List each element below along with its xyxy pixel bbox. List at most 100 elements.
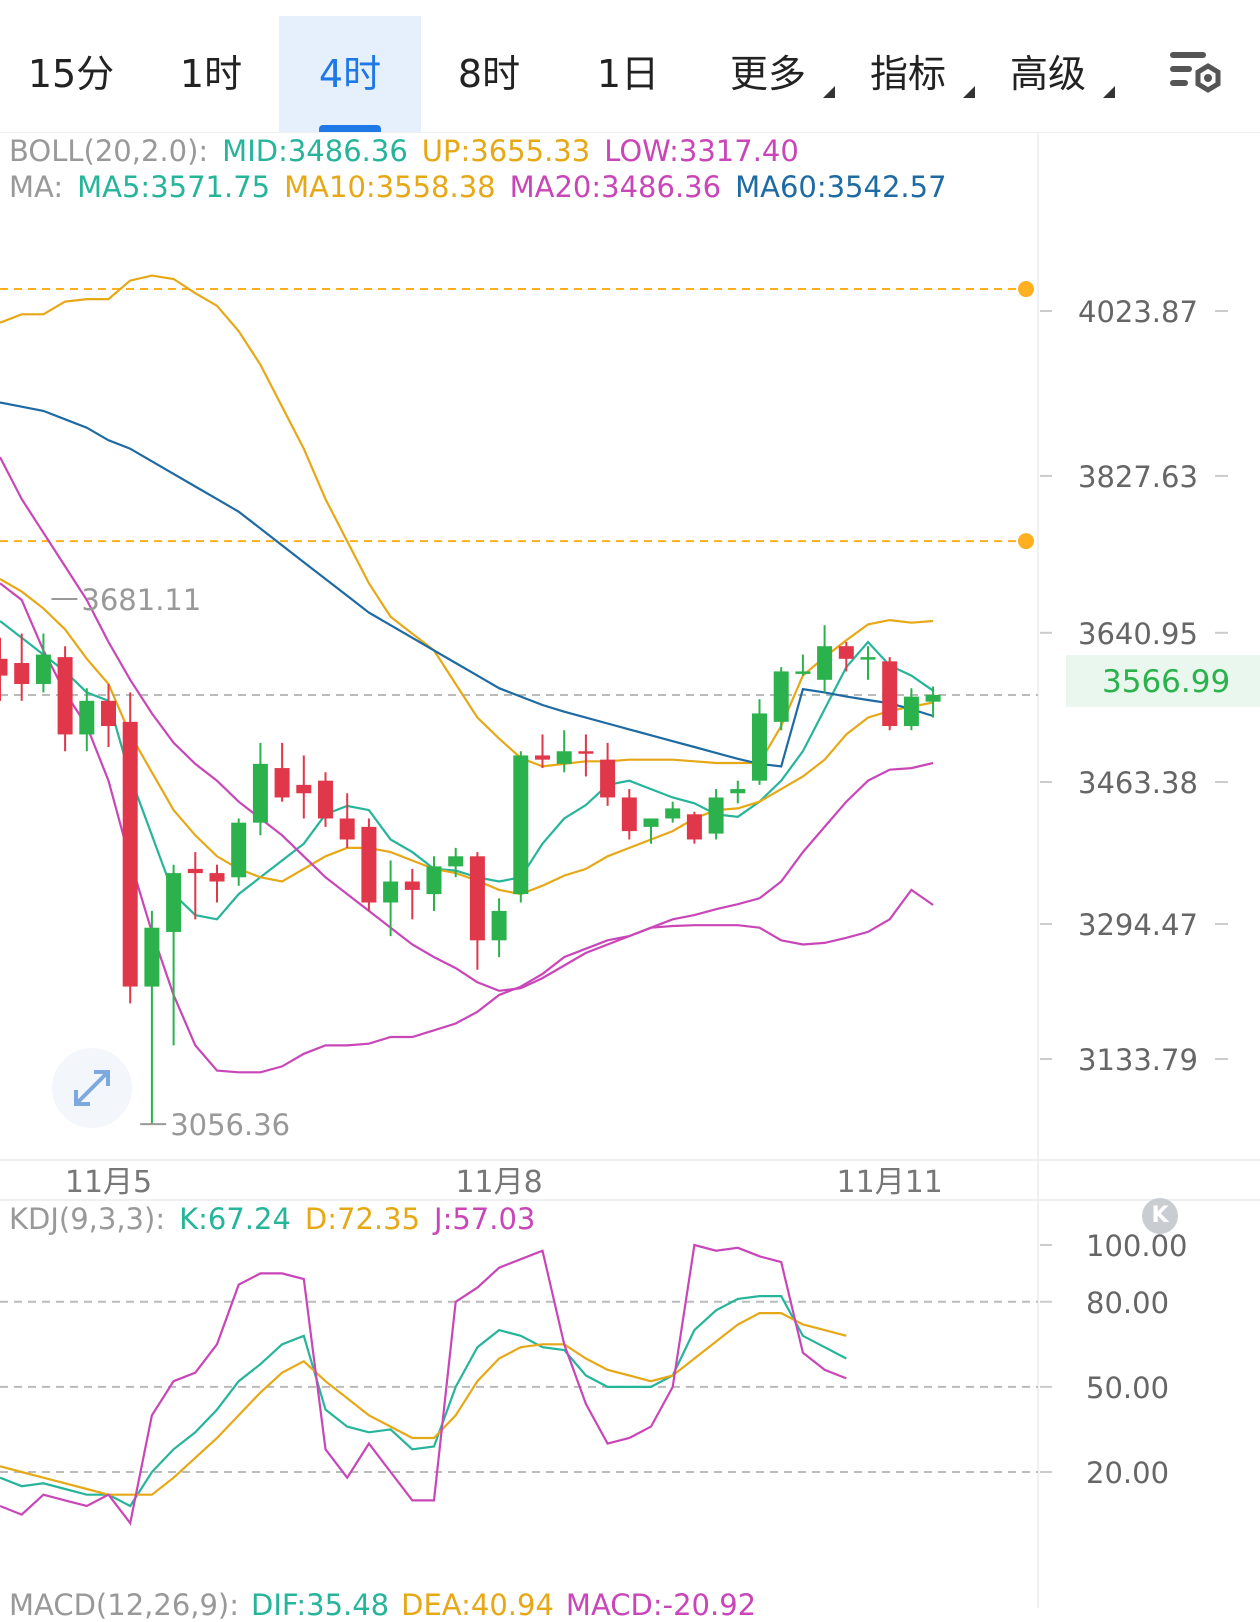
macd-legend: MACD(12,26,9): DIF:35.48 DEA:40.94 MACD:-20… <box>9 1588 768 1622</box>
candle-body <box>708 797 724 834</box>
boll-up: UP:3655.33 <box>421 134 591 168</box>
candle <box>339 793 355 848</box>
time-axis-label: 11月5 <box>65 1165 152 1200</box>
candle-body <box>882 661 898 727</box>
ma10-value: MA10:3558.38 <box>284 170 496 204</box>
kdj-tick-label: 80.00 <box>1086 1286 1169 1320</box>
candle-body <box>252 763 268 823</box>
candle-body <box>144 927 160 987</box>
tab-更多[interactable]: 更多 <box>697 16 839 132</box>
candle-body <box>535 755 550 760</box>
candle-body <box>57 657 73 735</box>
candle <box>404 868 420 920</box>
candle <box>144 910 160 1125</box>
candle <box>838 641 854 672</box>
kdj-line-d <box>0 1311 847 1496</box>
kdj-title: KDJ(9,3,3): <box>9 1202 166 1236</box>
candle-body <box>621 797 637 832</box>
ma-legend: MA: MA5:3571.75 MA10:3558.38 MA20:3486.36 MA… <box>9 170 961 204</box>
candle-body <box>274 768 290 798</box>
candle <box>752 699 767 785</box>
candle <box>730 780 746 804</box>
tab-label: 指标 <box>869 52 946 96</box>
candle-body <box>903 696 919 727</box>
candle <box>795 654 811 676</box>
time-axis-label: 11月11 <box>837 1165 943 1200</box>
series-line-ma60 <box>0 401 934 768</box>
kline-chart[interactable]: 4023.87 3827.63 3640.95 3463.38 3294.47 3133.… <box>0 132 1260 1608</box>
tab-1时[interactable]: 1时 <box>140 16 282 132</box>
ma20-value: MA20:3486.36 <box>509 170 722 204</box>
candle <box>122 692 138 1004</box>
candle-body <box>318 780 333 819</box>
candle-body <box>35 654 51 685</box>
candle-body <box>426 866 442 895</box>
tab-指标[interactable]: 指标 <box>837 16 979 132</box>
candle <box>600 742 616 806</box>
candle-body <box>469 856 485 941</box>
candle <box>925 686 941 718</box>
ma60-value: MA60:3542.57 <box>735 170 947 204</box>
chart-settings-button[interactable] <box>1168 46 1228 100</box>
candle <box>491 898 507 958</box>
tab-高级[interactable]: 高级 <box>977 16 1119 132</box>
kdj-tick-label: 20.00 <box>1086 1456 1169 1490</box>
min-price-label: 3056.36 <box>170 1108 290 1142</box>
candle-body <box>296 784 312 794</box>
candle <box>708 789 724 840</box>
candle-body <box>14 663 30 685</box>
tab-4时[interactable]: 4时 <box>279 16 421 132</box>
tab-15分[interactable]: 15分 <box>0 16 142 132</box>
candle <box>35 633 51 693</box>
candle-body <box>79 700 95 735</box>
candle-body <box>122 721 138 987</box>
price-tick-label: 3133.79 <box>1078 1043 1198 1077</box>
timeframe-tab-bar <box>0 0 1260 133</box>
price-alert-dot <box>1018 281 1034 298</box>
candle-body <box>361 826 377 903</box>
max-price-label: 3681.11 <box>81 583 201 617</box>
candle <box>296 755 312 819</box>
candle <box>101 684 116 748</box>
dropdown-caret-icon <box>963 86 975 98</box>
tab-label: 8时 <box>457 52 521 96</box>
candle <box>903 688 919 731</box>
candle-body <box>665 808 681 819</box>
dropdown-caret-icon <box>1103 86 1115 98</box>
price-tick-label: 3463.38 <box>1078 766 1198 800</box>
tab-8时[interactable]: 8时 <box>418 16 560 132</box>
k-badge-button[interactable]: K <box>1142 1198 1178 1234</box>
candle <box>621 789 637 840</box>
tab-label: 高级 <box>1009 52 1086 96</box>
tab-label: 更多 <box>729 52 806 96</box>
ma5-value: MA5:3571.75 <box>77 170 271 204</box>
kdj-tick-label: 50.00 <box>1086 1371 1169 1405</box>
macd-dea: DEA:40.94 <box>401 1588 554 1622</box>
price-tick-label: 3294.47 <box>1078 908 1198 942</box>
candle-body <box>752 713 767 781</box>
series-line-boll-low <box>0 582 934 1074</box>
kdj-k-value: K:67.24 <box>179 1202 291 1236</box>
tab-1日[interactable]: 1日 <box>557 16 699 132</box>
current-price-tag <box>1066 655 1260 707</box>
candle-body <box>795 671 811 674</box>
time-axis-label: 11月8 <box>455 1165 542 1200</box>
candle <box>426 856 442 911</box>
candle-body <box>491 910 507 941</box>
tab-label: 15分 <box>27 52 115 96</box>
kdj-tick-label: 100.00 <box>1086 1229 1187 1263</box>
chart-settings-icon <box>1170 52 1221 93</box>
expand-icon <box>74 1070 110 1106</box>
candle-body <box>643 818 659 827</box>
price-tick-label: 4023.87 <box>1078 295 1198 329</box>
expand-chart-button[interactable] <box>52 1048 132 1128</box>
price-tick-label: 3827.63 <box>1078 460 1198 494</box>
candle-body <box>730 789 746 794</box>
candle-body <box>404 881 420 890</box>
candle <box>231 818 247 886</box>
candle-body <box>101 700 116 727</box>
candle <box>817 625 833 693</box>
candle <box>578 734 594 777</box>
kdj-line-k <box>0 1294 847 1508</box>
macd-dif: DIF:35.48 <box>251 1588 390 1622</box>
